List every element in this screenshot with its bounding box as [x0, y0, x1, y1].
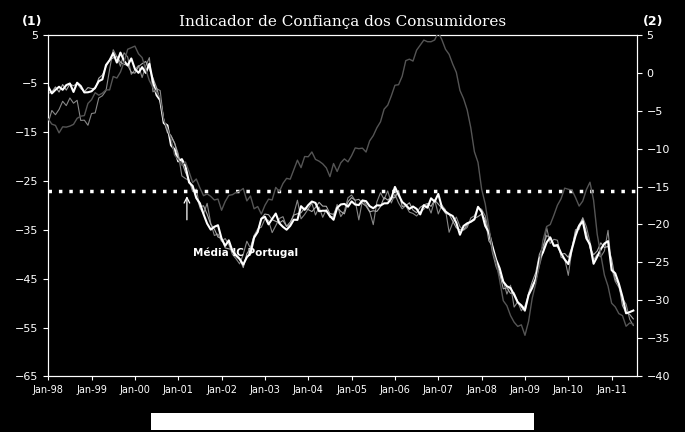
- Text: (2): (2): [643, 15, 663, 28]
- Text: Média IC Portugal: Média IC Portugal: [193, 247, 299, 257]
- Text: (1): (1): [22, 15, 42, 28]
- Title: Indicador de Confiança dos Consumidores: Indicador de Confiança dos Consumidores: [179, 15, 506, 29]
